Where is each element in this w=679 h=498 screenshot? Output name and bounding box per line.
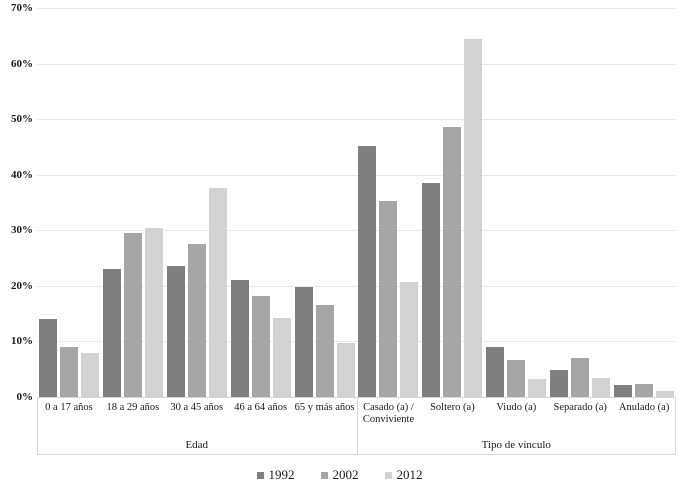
gridline-50 <box>37 119 676 121</box>
bar-2012 <box>144 228 163 397</box>
bar-2002 <box>379 200 398 397</box>
bar-1992 <box>294 286 313 397</box>
bar-2012 <box>592 377 611 397</box>
gridline-10 <box>37 341 676 343</box>
category-label: 65 y más años <box>294 402 355 413</box>
axis-right-divider <box>675 398 676 454</box>
y-tick-label-30: 30% <box>11 224 33 237</box>
category-slot <box>548 8 612 397</box>
bar-2012 <box>656 390 675 397</box>
category-slot <box>484 8 548 397</box>
gridline-20 <box>37 285 676 287</box>
bar-1992 <box>358 146 377 397</box>
y-tick-label-60: 60% <box>11 57 33 70</box>
bar-2012 <box>208 187 227 397</box>
category-axis: 0 a 17 años 18 a 29 años 30 a 45 años 46 a … <box>37 398 676 455</box>
legend-marker-icon <box>384 471 392 479</box>
bar-2002 <box>251 295 270 397</box>
category-label: Viudo (a) <box>496 402 537 413</box>
bar-2012 <box>400 281 419 397</box>
legend-item-1992: 1992 <box>256 467 295 483</box>
gridline-30 <box>37 230 676 232</box>
legend: 1992 2002 2012 <box>0 467 679 483</box>
bar-1992 <box>422 182 441 397</box>
category-slot <box>357 8 421 397</box>
y-tick-label-0: 0% <box>16 391 34 403</box>
bar-2012 <box>528 379 547 397</box>
category-label: Soltero (a) <box>430 402 475 413</box>
bar-2012 <box>464 38 483 397</box>
legend-label: 2002 <box>332 467 359 482</box>
y-tick-label-20: 20% <box>11 279 33 292</box>
category-label: Casado (a) / Conviviente <box>362 402 415 425</box>
category-label: 46 a 64 años <box>234 402 288 413</box>
bar-2002 <box>571 358 590 397</box>
y-tick-label-50: 50% <box>11 113 33 126</box>
legend-marker-icon <box>320 471 328 479</box>
y-tick-label-10: 10% <box>11 335 33 348</box>
category-slot <box>420 8 484 397</box>
bar-2002 <box>187 244 206 397</box>
legend-label: 2012 <box>396 467 423 482</box>
bar-2012 <box>336 343 355 397</box>
category-slot <box>612 8 676 397</box>
category-slot <box>229 8 293 397</box>
category-label: 30 a 45 años <box>170 402 224 413</box>
bar-1992 <box>230 280 249 397</box>
bar-1992 <box>486 347 505 397</box>
axis-group-divider <box>356 398 358 454</box>
category-slot <box>101 8 165 397</box>
bar-1992 <box>614 385 633 397</box>
category-label: Anulado (a) <box>618 402 670 413</box>
category-label: Separado (a) <box>553 402 607 413</box>
y-tick-label-40: 40% <box>11 168 33 181</box>
legend-item-2012: 2012 <box>384 467 423 483</box>
y-axis-tick-labels: 0% 10% 20% 30% 40% 50% 60% 70% <box>0 2 33 403</box>
bar-2002 <box>507 360 526 397</box>
bar-2012 <box>272 317 291 397</box>
category-slot <box>293 8 357 397</box>
category-labels-row: 0 a 17 años 18 a 29 años 30 a 45 años 46 a … <box>37 398 676 426</box>
axis-left-divider <box>37 398 38 454</box>
bar-series-container <box>37 8 676 397</box>
category-slot <box>37 8 101 397</box>
group-label-tipo-de-vinculo: Tipo de vínculo <box>481 439 551 451</box>
bar-2002 <box>635 384 654 397</box>
bar-2002 <box>443 127 462 397</box>
gridline-60 <box>37 63 676 65</box>
legend-marker-icon <box>256 471 264 479</box>
bar-1992 <box>102 268 121 397</box>
category-slot <box>165 8 229 397</box>
gridline-70 <box>37 8 676 9</box>
bar-2002 <box>315 304 334 397</box>
bar-2012 <box>80 353 99 397</box>
plot-area <box>37 8 676 398</box>
category-label: 0 a 17 años <box>45 402 93 413</box>
bar-1992 <box>550 370 569 397</box>
legend-item-2002: 2002 <box>320 467 359 483</box>
y-tick-label-70: 70% <box>11 2 33 14</box>
group-label-edad: Edad <box>185 439 209 451</box>
category-label: 18 a 29 años <box>106 402 160 413</box>
bar-2002 <box>123 232 142 397</box>
bar-1992 <box>166 266 185 397</box>
bar-1992 <box>38 319 57 397</box>
bar-2002 <box>59 347 78 397</box>
gridline-40 <box>37 174 676 176</box>
legend-label: 1992 <box>268 467 295 482</box>
